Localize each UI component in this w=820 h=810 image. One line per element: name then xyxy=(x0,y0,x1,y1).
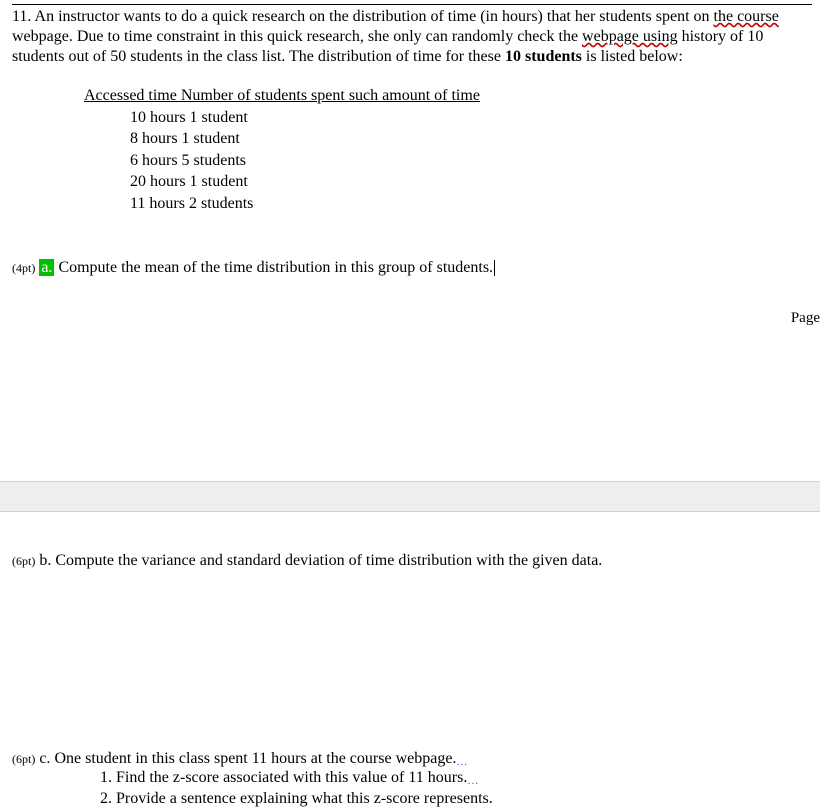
part-a-text: Compute the mean of the time distributio… xyxy=(54,259,493,276)
part-c-sub-2: 2. Provide a sentence explaining what th… xyxy=(100,789,812,810)
spell-flag-2: webpage using xyxy=(582,28,678,45)
spell-flag-1: the course xyxy=(714,8,779,25)
grammar-dots-icon: … xyxy=(467,775,477,787)
data-rows: 10 hours 1 student 8 hours 1 student 6 h… xyxy=(130,107,812,215)
part-a: (4pt) a. Compute the mean of the time di… xyxy=(12,259,812,277)
top-rule xyxy=(12,4,812,5)
part-c: (6pt) c. One student in this class spent… xyxy=(12,750,812,810)
part-a-letter-highlight: a. xyxy=(39,259,54,276)
intro-text-4: is listed below: xyxy=(582,48,683,65)
part-c-letter: c. xyxy=(35,750,54,767)
page-gap xyxy=(0,481,820,512)
points-label: (6pt) xyxy=(12,752,35,766)
page-upper: 11. An instructor wants to do a quick re… xyxy=(0,0,820,277)
question-intro: 11. An instructor wants to do a quick re… xyxy=(12,7,812,67)
part-b: (6pt) b. Compute the variance and standa… xyxy=(12,552,812,570)
intro-text-1: An instructor wants to do a quick resear… xyxy=(35,8,714,25)
part-c-sub-1: 1. Find the z-score associated with this… xyxy=(100,768,812,789)
data-row: 10 hours 1 student xyxy=(130,107,812,129)
page-number-label: Page xyxy=(791,310,820,327)
points-label: (4pt) xyxy=(12,261,35,275)
data-row: 20 hours 1 student xyxy=(130,171,812,193)
text-cursor xyxy=(494,260,495,276)
part-b-text: Compute the variance and standard deviat… xyxy=(55,552,602,569)
data-header: Accessed time Number of students spent s… xyxy=(84,85,812,107)
intro-text-2: webpage. Due to time constraint in this … xyxy=(12,28,582,45)
page-lower: (6pt) b. Compute the variance and standa… xyxy=(0,512,820,810)
part-c-text: One student in this class spent 11 hours… xyxy=(54,750,456,767)
intro-bold-1: 10 students xyxy=(505,48,582,65)
data-block: Accessed time Number of students spent s… xyxy=(84,85,812,215)
data-row: 8 hours 1 student xyxy=(130,128,812,150)
part-c-sublist: 1. Find the z-score associated with this… xyxy=(100,768,812,810)
sub1-text: 1. Find the z-score associated with this… xyxy=(100,769,467,786)
points-label: (6pt) xyxy=(12,554,35,568)
grammar-dots-icon: … xyxy=(456,756,466,768)
data-row: 6 hours 5 students xyxy=(130,150,812,172)
data-row: 11 hours 2 students xyxy=(130,193,812,215)
part-b-letter: b. xyxy=(35,552,55,569)
question-number: 11. xyxy=(12,8,31,25)
